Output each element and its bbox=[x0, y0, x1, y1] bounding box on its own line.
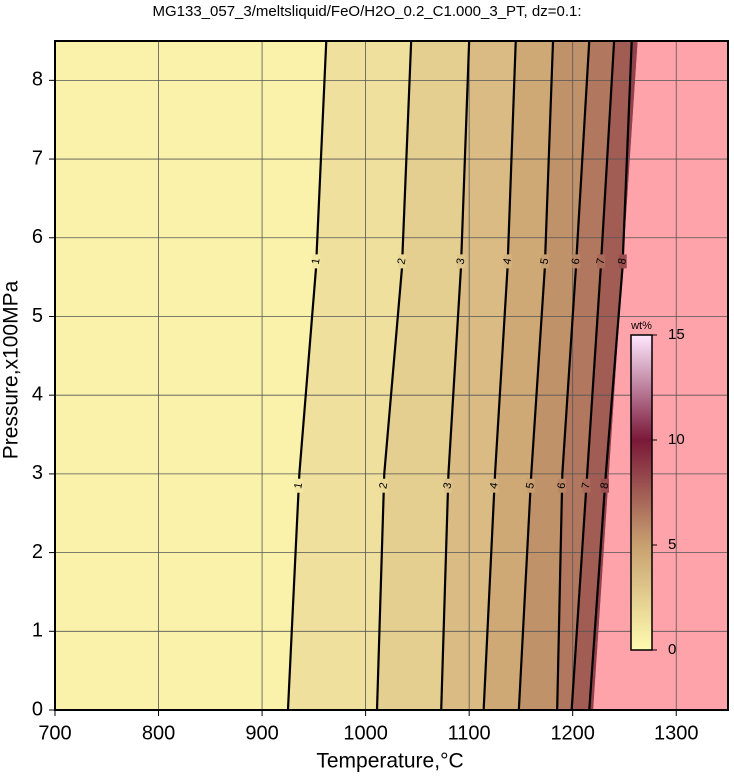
contour-label-bg bbox=[490, 478, 499, 493]
contour-label-bg bbox=[618, 254, 627, 269]
contour-label-bg bbox=[503, 254, 512, 269]
plot-frame bbox=[54, 40, 729, 711]
contour-label: 1 bbox=[292, 482, 305, 490]
contour-label: 4 bbox=[488, 482, 501, 490]
contour-label-bg bbox=[541, 254, 550, 269]
contour-label: 7 bbox=[580, 482, 593, 490]
colorbar-tick-label: 15 bbox=[668, 326, 685, 343]
x-tick-label: 1300 bbox=[654, 722, 699, 744]
contour-label: 3 bbox=[442, 482, 455, 490]
contour-label-bg bbox=[526, 478, 535, 493]
contour-line bbox=[517, 40, 555, 711]
contour-label-bg bbox=[597, 254, 606, 269]
chart-title: MG133_057_3/meltsliquid/FeO/H2O_0.2_C1.0… bbox=[152, 3, 581, 20]
contour-line bbox=[286, 40, 328, 711]
colorbar bbox=[630, 334, 653, 651]
y-tick-label: 0 bbox=[32, 698, 43, 720]
colorbar-tick-label: 10 bbox=[668, 431, 685, 448]
x-tick-label: 1200 bbox=[550, 722, 595, 744]
contour-label: 6 bbox=[556, 482, 569, 490]
contour-line bbox=[588, 40, 633, 711]
y-tick-label: 6 bbox=[32, 226, 43, 248]
y-tick-label: 1 bbox=[32, 620, 43, 642]
y-tick-label: 2 bbox=[32, 541, 43, 563]
contour-label: 1 bbox=[310, 257, 323, 265]
contour-label-bg bbox=[558, 478, 567, 493]
y-tick-label: 4 bbox=[32, 383, 43, 405]
colorbar-tick-label: 5 bbox=[668, 536, 676, 553]
contour-label-bg bbox=[572, 254, 581, 269]
contour-label-bg bbox=[294, 478, 303, 493]
x-tick-label: 900 bbox=[245, 722, 278, 744]
contour-label: 8 bbox=[598, 482, 611, 490]
contour-label: 5 bbox=[538, 257, 551, 265]
contour-label: 3 bbox=[455, 257, 468, 265]
contour-label-bg bbox=[398, 254, 407, 269]
x-tick-label: 800 bbox=[142, 722, 175, 744]
contour-label-bg bbox=[582, 478, 591, 493]
contour-label: 7 bbox=[595, 257, 608, 265]
contour-line bbox=[482, 40, 517, 711]
x-tick-label: 700 bbox=[38, 722, 71, 744]
colorbar-tick-label: 0 bbox=[668, 641, 676, 658]
contour-label: 5 bbox=[524, 482, 537, 490]
contour-line bbox=[556, 40, 591, 711]
y-tick-label: 3 bbox=[32, 462, 43, 484]
contour-label: 6 bbox=[570, 257, 583, 265]
contour-line bbox=[570, 40, 616, 711]
contour-label: 2 bbox=[377, 482, 390, 490]
contour-label-bg bbox=[600, 478, 609, 493]
colorbar-label: wt% bbox=[630, 320, 652, 332]
y-axis-label: Pressure,x100MPa bbox=[0, 280, 23, 459]
contour-line bbox=[440, 40, 471, 711]
y-tick-label: 7 bbox=[32, 147, 43, 169]
y-tick-label: 5 bbox=[32, 305, 43, 327]
x-tick-label: 1100 bbox=[448, 722, 491, 744]
contour-label: 8 bbox=[616, 257, 629, 265]
x-tick-label: 1000 bbox=[343, 722, 388, 744]
contour-label-bg bbox=[312, 254, 321, 269]
contour-label-bg bbox=[379, 478, 388, 493]
contour-label: 4 bbox=[501, 257, 514, 265]
contour-label-bg bbox=[444, 478, 453, 493]
y-tick-label: 8 bbox=[32, 69, 43, 91]
contour-label-bg bbox=[457, 254, 466, 269]
contour-line bbox=[375, 40, 413, 711]
band bbox=[54, 40, 327, 711]
contour-label: 2 bbox=[396, 257, 409, 265]
x-axis-label: Temperature,°C bbox=[316, 750, 463, 773]
